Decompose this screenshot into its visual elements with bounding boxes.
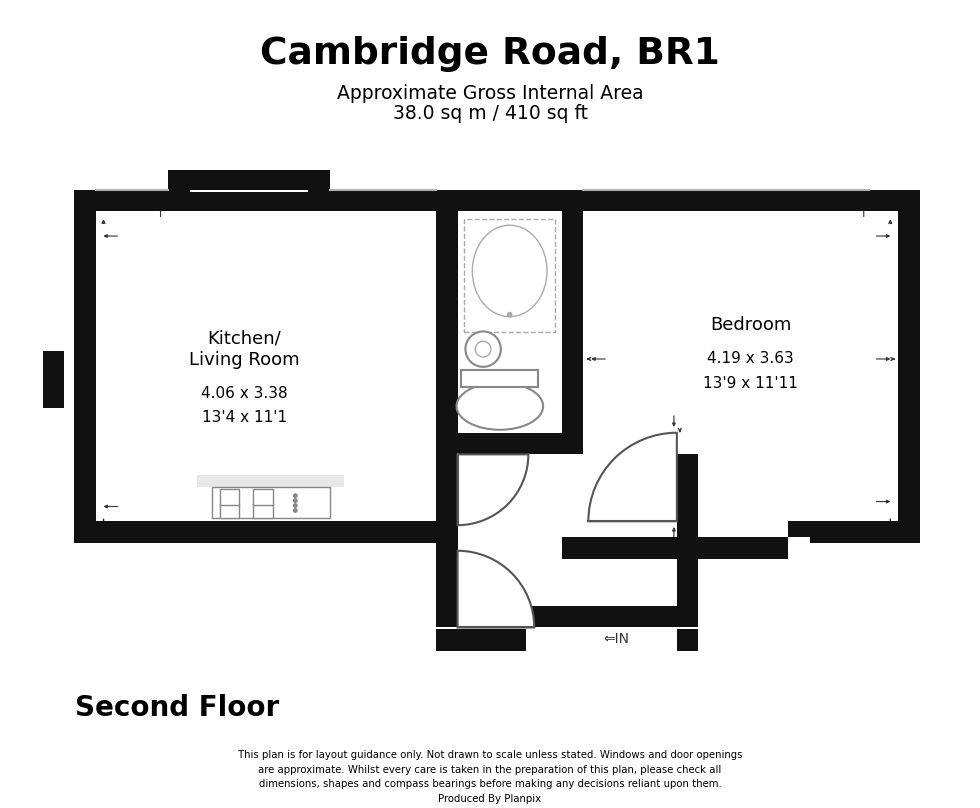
- Bar: [677, 629, 699, 651]
- Bar: [462, 370, 538, 388]
- Circle shape: [507, 312, 513, 318]
- Bar: [42, 351, 96, 372]
- Circle shape: [466, 331, 501, 367]
- Wedge shape: [458, 454, 528, 525]
- Bar: [436, 629, 458, 651]
- Bar: [212, 487, 329, 518]
- Bar: [436, 212, 458, 454]
- Text: ⇐IN: ⇐IN: [603, 633, 629, 646]
- Bar: [562, 212, 583, 454]
- Text: 4.19 x 3.63: 4.19 x 3.63: [708, 351, 794, 367]
- Bar: [562, 537, 788, 558]
- Bar: [465, 219, 555, 332]
- Bar: [169, 170, 190, 191]
- Wedge shape: [588, 433, 677, 521]
- Circle shape: [293, 499, 298, 503]
- Text: Approximate Gross Internal Area: Approximate Gross Internal Area: [337, 84, 643, 103]
- Ellipse shape: [457, 382, 543, 430]
- Bar: [74, 212, 96, 543]
- Circle shape: [293, 503, 298, 508]
- Bar: [788, 521, 809, 537]
- Bar: [436, 454, 458, 628]
- Wedge shape: [458, 551, 534, 628]
- Bar: [220, 503, 239, 518]
- Bar: [42, 386, 96, 408]
- Bar: [253, 503, 272, 518]
- Bar: [809, 521, 898, 543]
- Ellipse shape: [472, 225, 547, 317]
- Bar: [898, 212, 920, 543]
- Bar: [74, 190, 920, 212]
- Bar: [42, 351, 74, 408]
- Text: 4.06 x 3.38: 4.06 x 3.38: [201, 386, 287, 401]
- Text: Second Floor: Second Floor: [74, 694, 279, 722]
- Circle shape: [293, 508, 298, 513]
- Text: 13'4 x 11'1: 13'4 x 11'1: [202, 410, 287, 426]
- Bar: [308, 170, 329, 191]
- Bar: [220, 489, 239, 504]
- Bar: [436, 606, 699, 628]
- Bar: [190, 190, 308, 191]
- Circle shape: [293, 493, 298, 499]
- Text: This plan is for layout guidance only. Not drawn to scale unless stated. Windows: This plan is for layout guidance only. N…: [238, 750, 742, 804]
- Text: 13'9 x 11'11: 13'9 x 11'11: [704, 376, 798, 391]
- Bar: [677, 454, 699, 628]
- Bar: [253, 489, 272, 504]
- Bar: [436, 433, 583, 454]
- Text: Bedroom: Bedroom: [710, 316, 791, 334]
- Bar: [197, 475, 344, 487]
- Bar: [64, 351, 74, 408]
- Text: Cambridge Road, BR1: Cambridge Road, BR1: [260, 36, 720, 72]
- Text: 38.0 sq m / 410 sq ft: 38.0 sq m / 410 sq ft: [393, 103, 587, 123]
- Bar: [74, 190, 920, 651]
- Circle shape: [475, 341, 491, 357]
- Bar: [169, 170, 329, 191]
- Text: Kitchen/
Living Room: Kitchen/ Living Room: [189, 329, 300, 369]
- Bar: [74, 521, 436, 543]
- Bar: [458, 629, 526, 651]
